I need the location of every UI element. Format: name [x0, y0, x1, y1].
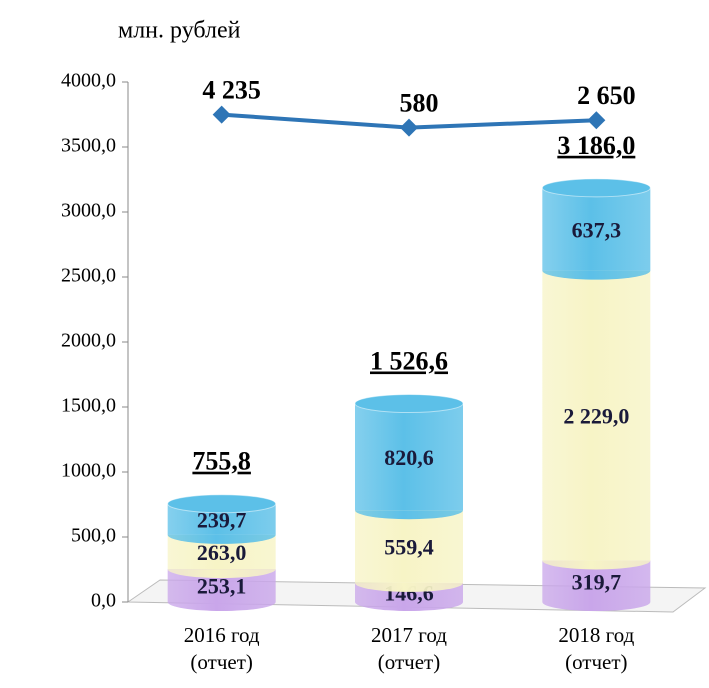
segment-bottom — [542, 560, 651, 570]
segment-bottom — [542, 602, 651, 612]
line-marker — [400, 118, 418, 137]
line-value-label: 2 650 — [577, 81, 636, 110]
bar-segment — [542, 270, 651, 561]
y-axis-label: млн. рублей — [118, 18, 241, 44]
value-label: 637,3 — [572, 217, 622, 242]
x-tick-label: 2017 год (отчет) — [371, 623, 447, 674]
segment-bottom — [355, 510, 463, 520]
value-label: 263,0 — [197, 540, 247, 565]
value-label: 820,6 — [384, 445, 434, 470]
bar-top — [167, 494, 277, 514]
x-tick-label: 2016 год (отчет) — [183, 623, 260, 674]
value-label: 559,4 — [384, 535, 434, 560]
y-tick-label: 3000,0 — [61, 200, 116, 222]
segment-bottom — [355, 602, 463, 611]
line-value-label: 4 235 — [202, 76, 261, 105]
y-tick-label: 500,0 — [71, 525, 116, 547]
segment-bottom — [355, 582, 463, 592]
line-marker — [212, 105, 231, 124]
total-label: 3 186,0 — [557, 131, 635, 160]
y-tick-label: 2000,0 — [61, 330, 116, 352]
y-tick-label: 3500,0 — [61, 135, 116, 157]
y-tick-label: 2500,0 — [61, 265, 116, 287]
x-tick-label: 2018 год (отчет) — [558, 623, 635, 674]
total-label: 755,8 — [192, 447, 251, 476]
bar-segment — [355, 403, 463, 511]
bar-top — [354, 394, 464, 414]
value-label: 319,7 — [572, 569, 622, 594]
segment-bottom — [542, 270, 651, 280]
bar-segment — [542, 187, 651, 271]
bar-segment — [355, 510, 463, 583]
y-tick-label: 4000,0 — [61, 70, 116, 92]
total-label: 1 526,6 — [370, 347, 448, 376]
segment-bottom — [167, 602, 276, 611]
y-tick-label: 0,0 — [91, 590, 116, 612]
y-tick-label: 1000,0 — [61, 460, 116, 482]
segment-bottom — [167, 569, 276, 579]
segment-bottom — [167, 534, 276, 544]
line-value-label: 580 — [400, 89, 439, 118]
line-marker — [587, 111, 606, 130]
bar-top — [541, 178, 651, 198]
y-tick-label: 1500,0 — [61, 395, 116, 417]
value-label: 2 229,0 — [563, 404, 629, 429]
